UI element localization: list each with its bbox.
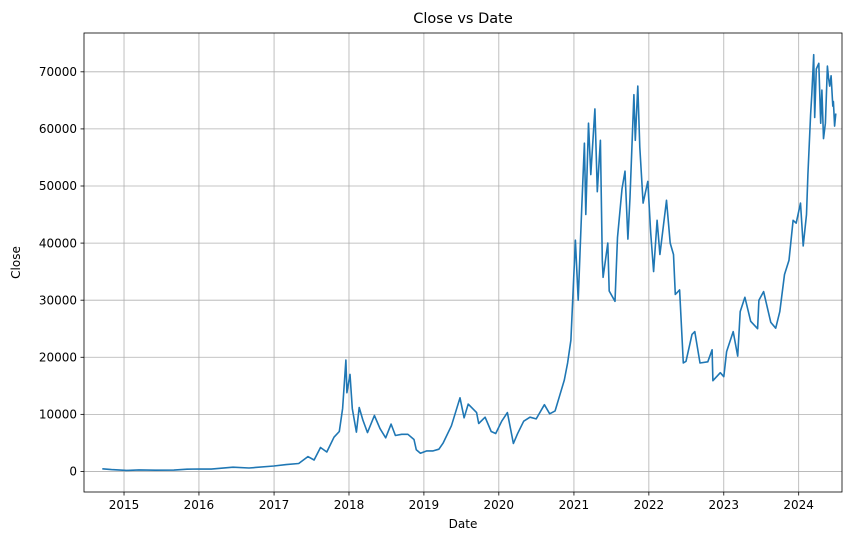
- plot-area-frame: [83, 32, 843, 493]
- x-tick-label: 2023: [709, 498, 740, 512]
- y-tick-label: 60000: [39, 122, 77, 136]
- y-tick-label: 10000: [39, 408, 77, 422]
- y-axis-label: Close: [9, 246, 23, 279]
- x-tick-label: 2019: [409, 498, 440, 512]
- y-tick-label: 40000: [39, 236, 77, 250]
- y-tick-label: 0: [69, 465, 77, 479]
- x-tick-label: 2016: [184, 498, 215, 512]
- y-tick-label: 70000: [39, 65, 77, 79]
- x-tick-label: 2015: [109, 498, 140, 512]
- chart-title: Close vs Date: [413, 11, 513, 27]
- x-tick-label: 2024: [783, 498, 814, 512]
- x-tick-label: 2020: [484, 498, 515, 512]
- close-series-line: [102, 53, 837, 472]
- x-axis-label: Date: [449, 517, 478, 531]
- plot-line-layer: [102, 53, 837, 472]
- x-tick-label: 2018: [334, 498, 365, 512]
- x-tick-label: 2021: [559, 498, 590, 512]
- axis-ticks: 2015 2016 2017 2018 2019 2020 2021 2022 2023 2024…: [39, 65, 814, 512]
- y-tick-label: 30000: [39, 293, 77, 307]
- grid: [84, 33, 842, 492]
- y-tick-label: 20000: [39, 350, 77, 364]
- x-tick-label: 2017: [259, 498, 290, 512]
- x-tick-label: 2022: [634, 498, 665, 512]
- y-tick-label: 50000: [39, 179, 77, 193]
